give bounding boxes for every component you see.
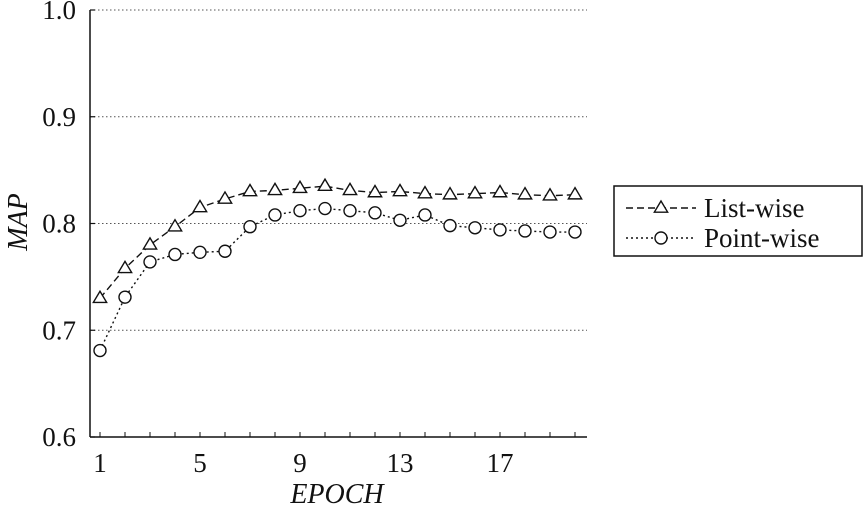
- y-axis-title: MAP: [3, 193, 34, 252]
- triangle-marker: [467, 185, 483, 199]
- grid-lines: [90, 9, 587, 331]
- circle-marker: [143, 255, 157, 269]
- x-tick-label: 13: [387, 448, 414, 478]
- circle-marker: [168, 247, 182, 262]
- triangle-marker: [242, 183, 258, 197]
- circle-marker: [393, 213, 407, 227]
- triangle-marker: [392, 183, 408, 197]
- circle-marker: [568, 225, 582, 239]
- triangle-marker: [542, 187, 558, 201]
- triangle-marker: [292, 179, 308, 194]
- y-tick-label: 0.7: [42, 315, 76, 345]
- x-tick-label: 9: [293, 448, 307, 478]
- circle-marker: [493, 223, 507, 237]
- series-point-wise: [93, 201, 582, 358]
- triangle-marker: [117, 259, 133, 274]
- legend-triangle-marker: [653, 199, 669, 213]
- circle-marker: [418, 208, 432, 222]
- triangle-marker: [492, 184, 508, 198]
- x-axis-title: EPOCH: [289, 479, 385, 505]
- circle-marker: [518, 224, 532, 238]
- legend-label: Point-wise: [704, 223, 820, 253]
- circle-marker: [193, 245, 207, 260]
- triangle-marker: [342, 182, 358, 196]
- y-tick-label: 0.6: [42, 422, 76, 452]
- triangle-marker: [267, 182, 283, 196]
- circle-marker: [218, 244, 232, 258]
- triangle-marker: [567, 186, 583, 200]
- circle-marker: [118, 290, 132, 304]
- x-tick-label: 17: [487, 448, 514, 478]
- series-line: [99, 185, 576, 299]
- triangle-marker: [442, 186, 458, 200]
- circle-marker: [93, 343, 107, 358]
- series-list-wise: [92, 177, 583, 304]
- y-tick-label: 0.8: [42, 209, 76, 239]
- circle-marker: [293, 203, 307, 218]
- legend-box: [613, 185, 863, 257]
- triangle-marker: [167, 218, 183, 232]
- legend-label: List-wise: [704, 193, 805, 223]
- legend-circle-marker: [654, 231, 668, 245]
- axes: [89, 9, 587, 438]
- y-tick-label: 0.9: [42, 102, 76, 132]
- x-tick-label: 1: [93, 448, 107, 478]
- circle-marker: [343, 203, 357, 218]
- triangle-marker: [142, 236, 158, 250]
- data-series: [92, 177, 583, 358]
- triangle-marker: [217, 190, 233, 204]
- tick-labels: 0.6 0.7 0.8 0.9 1.0 1 5 9 13 17: [42, 0, 513, 478]
- circle-marker: [543, 225, 557, 239]
- x-tick-label: 5: [193, 448, 207, 478]
- triangle-marker: [317, 177, 333, 192]
- circle-marker: [243, 220, 257, 234]
- triangle-marker: [367, 184, 383, 198]
- circle-marker: [268, 208, 282, 222]
- legend-entry: Point-wise: [626, 223, 820, 253]
- circle-marker: [443, 218, 457, 233]
- triangle-marker: [92, 289, 108, 304]
- legend-entry: List-wise: [626, 193, 805, 223]
- circle-marker: [368, 206, 382, 220]
- circle-marker: [318, 201, 332, 216]
- triangle-marker: [417, 185, 433, 199]
- triangle-marker: [517, 186, 533, 200]
- triangle-marker: [192, 199, 208, 213]
- y-tick-label: 1.0: [42, 0, 76, 25]
- circle-marker: [468, 221, 482, 235]
